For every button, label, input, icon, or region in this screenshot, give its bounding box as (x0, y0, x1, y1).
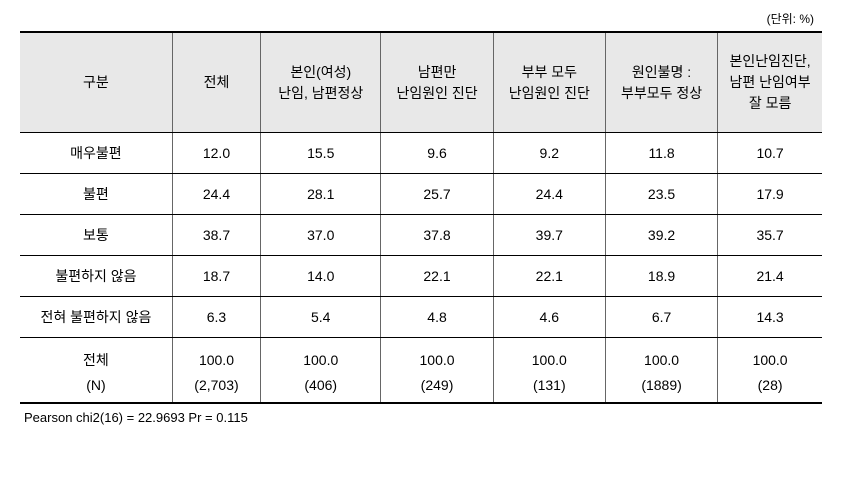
cell-value: 22.1 (493, 256, 605, 297)
cell-value: 5.4 (261, 297, 381, 338)
cell-value: 37.8 (381, 215, 493, 256)
column-header: 남편만난임원인 진단 (381, 32, 493, 133)
cell-value: 9.6 (381, 133, 493, 174)
cell-value: 15.5 (261, 133, 381, 174)
cell-value: 10.7 (718, 133, 822, 174)
total-cell: 100.0(1889) (605, 338, 717, 404)
cell-value: 28.1 (261, 174, 381, 215)
cell-value: 39.7 (493, 215, 605, 256)
cell-value: 6.3 (172, 297, 260, 338)
cell-value: 22.1 (381, 256, 493, 297)
cell-value: 14.3 (718, 297, 822, 338)
cell-value: 35.7 (718, 215, 822, 256)
cell-value: 18.7 (172, 256, 260, 297)
unit-label: (단위: %) (20, 10, 822, 27)
cell-value: 38.7 (172, 215, 260, 256)
total-cell: 100.0(2,703) (172, 338, 260, 404)
total-label: 전체(N) (20, 338, 172, 404)
total-row: 전체(N)100.0(2,703)100.0(406)100.0(249)100… (20, 338, 822, 404)
cell-value: 17.9 (718, 174, 822, 215)
cell-value: 18.9 (605, 256, 717, 297)
cell-value: 37.0 (261, 215, 381, 256)
table-row: 보통38.737.037.839.739.235.7 (20, 215, 822, 256)
table-row: 불편하지 않음18.714.022.122.118.921.4 (20, 256, 822, 297)
footnote: Pearson chi2(16) = 22.9693 Pr = 0.115 (20, 404, 822, 425)
column-header: 전체 (172, 32, 260, 133)
column-header: 부부 모두난임원인 진단 (493, 32, 605, 133)
cell-value: 24.4 (493, 174, 605, 215)
cell-value: 6.7 (605, 297, 717, 338)
cell-value: 11.8 (605, 133, 717, 174)
cell-value: 24.4 (172, 174, 260, 215)
column-header: 본인난임진단,남편 난임여부잘 모름 (718, 32, 822, 133)
cell-value: 21.4 (718, 256, 822, 297)
total-cell: 100.0(28) (718, 338, 822, 404)
cell-value: 12.0 (172, 133, 260, 174)
table-body: 매우불편12.015.59.69.211.810.7불편24.428.125.7… (20, 133, 822, 404)
cell-value: 4.6 (493, 297, 605, 338)
column-header: 본인(여성)난임, 남편정상 (261, 32, 381, 133)
cell-value: 4.8 (381, 297, 493, 338)
table-header-row: 구분전체본인(여성)난임, 남편정상남편만난임원인 진단부부 모두난임원인 진단… (20, 32, 822, 133)
row-label: 불편하지 않음 (20, 256, 172, 297)
cell-value: 9.2 (493, 133, 605, 174)
cell-value: 39.2 (605, 215, 717, 256)
total-cell: 100.0(131) (493, 338, 605, 404)
column-header: 구분 (20, 32, 172, 133)
row-label: 매우불편 (20, 133, 172, 174)
cell-value: 23.5 (605, 174, 717, 215)
table-row: 불편24.428.125.724.423.517.9 (20, 174, 822, 215)
total-cell: 100.0(249) (381, 338, 493, 404)
row-label: 불편 (20, 174, 172, 215)
total-cell: 100.0(406) (261, 338, 381, 404)
data-table: 구분전체본인(여성)난임, 남편정상남편만난임원인 진단부부 모두난임원인 진단… (20, 31, 822, 404)
table-row: 매우불편12.015.59.69.211.810.7 (20, 133, 822, 174)
row-label: 보통 (20, 215, 172, 256)
row-label: 전혀 불편하지 않음 (20, 297, 172, 338)
column-header: 원인불명 :부부모두 정상 (605, 32, 717, 133)
cell-value: 25.7 (381, 174, 493, 215)
cell-value: 14.0 (261, 256, 381, 297)
table-row: 전혀 불편하지 않음6.35.44.84.66.714.3 (20, 297, 822, 338)
